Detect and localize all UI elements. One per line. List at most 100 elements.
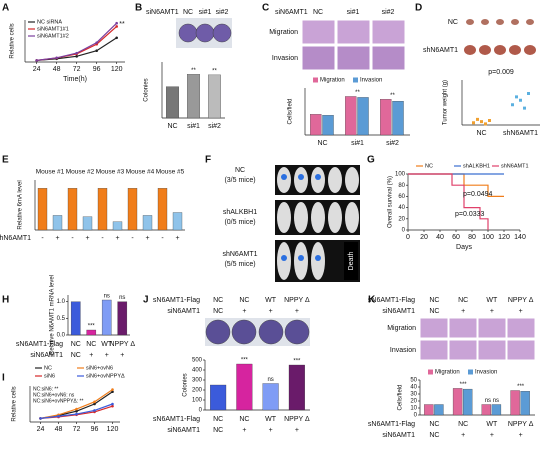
bar [357,97,369,136]
row-cell: + [242,427,246,434]
tumor [509,45,521,55]
x-tick-label: 20 [420,234,428,241]
mouse [294,202,308,233]
cell-image [448,317,478,339]
bar [481,404,492,416]
row-cell: + [519,308,523,315]
bar [172,212,183,231]
y-tick-label: 60 [398,194,405,200]
legend-label: siN6AMT1#2 [37,33,69,39]
bar [208,74,221,119]
value-annotation: ** [390,93,395,99]
y-tick-label: 100 [192,398,203,404]
cell-image [301,19,336,45]
legend-label: shN6AMT1 [501,163,529,169]
legend-swatch [468,369,473,375]
y-tick-label: 400 [192,368,203,374]
mouse [345,167,359,193]
point [95,49,98,52]
bar [166,86,179,119]
y-axis-label: Cells/field [288,98,294,124]
legend-label: Invasion [360,78,382,84]
row-label: sN6AMT1-Flag [153,297,200,304]
signal [281,174,287,180]
point [35,59,38,62]
y-tick-label: 20 [398,216,405,222]
group-label: Mouse #1 [36,169,65,176]
y-tick-label: 10 [410,406,417,412]
point [115,36,118,40]
y-tick-label: 0 [402,228,406,234]
x-tick-label: si#1 [187,123,200,130]
header: siN6AMT1 [146,9,179,16]
row-label: Invasion [390,347,416,354]
tumor [466,19,474,25]
x-tick-label: + [175,235,179,242]
x-tick-label: 40 [436,234,444,241]
annotation: ** [119,21,125,28]
point [484,122,487,126]
x-tick-label: 120 [107,426,119,433]
note: NC:siN6+ovN6: ns [33,392,75,398]
signal [315,174,321,180]
legend-label: siN6AMT1#1 [37,26,69,32]
x-tick-label: 48 [53,66,61,73]
cell-image [506,339,536,361]
y-axis-label: Colonies [144,78,150,101]
bar [520,391,530,416]
mouse [345,202,359,233]
point [93,402,96,406]
bar [187,74,200,119]
x-tick-label: - [41,235,44,242]
cell-image [419,317,449,339]
cell-image [371,19,406,45]
x-tick-label: + [55,235,59,242]
y-tick-label: 100 [395,172,406,178]
cell-image [336,45,371,71]
header: siN6AMT1 [275,9,308,16]
value-annotation: *** [517,384,525,390]
y-axis-label: Relative N6AMT1 mRNA level [50,275,56,355]
group-label: Mouse #2 [66,169,95,176]
row-cell: + [295,308,299,315]
y-tick-label: 0 [199,408,203,414]
legend-label: siN6 [44,373,55,379]
legend-swatch [313,77,318,83]
bar [97,188,108,231]
cell-image [336,19,371,45]
x-tick-label: NC [167,123,177,130]
y-axis-label: Overall survival (%) [388,176,394,228]
row-cell: + [269,427,273,434]
x-tick-label: - [101,235,104,242]
x-tick-label: + [115,235,119,242]
cell-image [301,45,336,71]
row-cell: + [242,308,246,315]
value-annotation: *** [293,359,301,365]
panel-letter: H [2,295,9,306]
bar [424,404,434,416]
bar [52,215,63,231]
value-annotation: ns [119,295,125,301]
point [111,390,114,394]
x-tick-label: + [145,235,149,242]
panel-letter: C [262,3,269,14]
row-cell: NPPY Δ [508,297,534,304]
point [93,409,96,412]
x-tick-label: NC [317,140,327,147]
row-label: siN6AMT1 [382,308,415,315]
tumor [464,45,476,55]
bar [236,363,253,411]
value-annotation: *** [460,382,468,388]
photo-label: NC [448,19,458,26]
plate-label: si#1 [199,9,212,16]
x-tick-label: NC [476,130,486,137]
legend-label: NC siRNA [37,19,62,25]
row-cell: NC [429,297,439,304]
annotation: p=0.009 [488,69,514,76]
bar [462,388,473,416]
value-annotation: ns [104,294,110,300]
bar [67,188,78,231]
panel-letter: A [2,3,9,14]
value-annotation: *** [241,358,249,364]
